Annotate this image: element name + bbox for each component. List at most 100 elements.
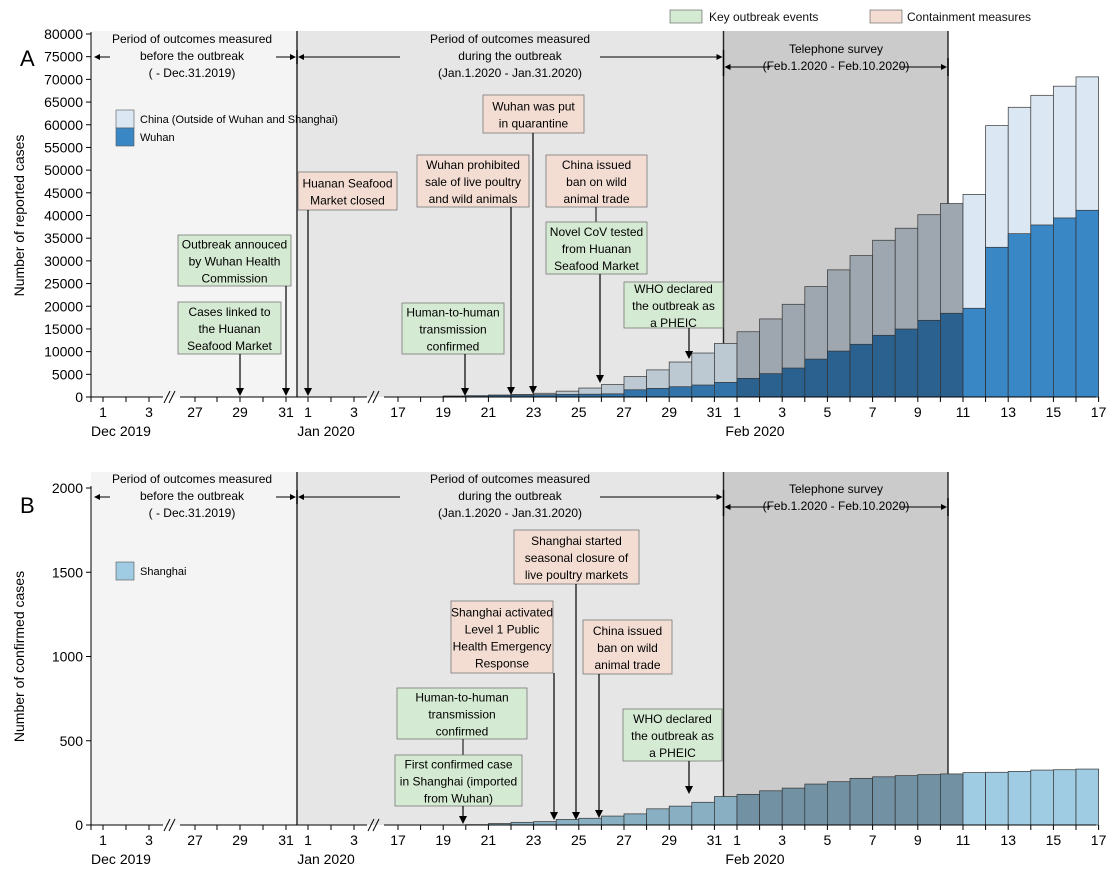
legend-label: Shanghai: [140, 566, 187, 578]
x-tick-label: 13: [1000, 404, 1016, 420]
x-tick-label: 11: [956, 404, 971, 420]
x-tick-label: 1: [99, 832, 107, 848]
annotation-text: animal trade: [594, 658, 660, 672]
event-box: [177, 301, 282, 355]
y-tick-label: 60000: [44, 117, 83, 133]
annotation-text: ban on wild: [566, 175, 627, 189]
annotation-text: confirmed: [427, 340, 480, 354]
arrow-head: [941, 504, 947, 510]
month-label: Jan 2020: [297, 851, 355, 867]
axis-break: [367, 390, 375, 404]
bar-shanghai: [985, 771, 1009, 826]
annotation-text: sale of live poultry: [425, 175, 521, 189]
x-tick-label: 25: [571, 404, 587, 420]
key-events-swatch: [669, 9, 703, 24]
x-tick-label: 27: [187, 404, 203, 420]
annotation-text: Human-to-human: [406, 306, 499, 320]
top-legend: Key outbreak events Containment measures: [669, 9, 1031, 24]
arrow-head: [685, 351, 693, 359]
y-tick-label: 80000: [44, 26, 83, 42]
annotation-text: Cases linked to: [188, 305, 270, 319]
annotation-text: First confirmed case: [404, 758, 512, 772]
annotation-text: from Wuhan): [424, 792, 493, 806]
bar-wuhan: [827, 350, 851, 398]
y-tick-label: 30000: [44, 253, 83, 269]
axis-break: [367, 818, 375, 832]
bar-shanghai: [940, 773, 964, 826]
x-tick-label: 29: [232, 404, 248, 420]
bar-wuhan: [781, 367, 806, 398]
annotation-text: from Huanan: [562, 242, 631, 256]
arrow-head: [685, 786, 693, 794]
annotation-text: a PHEIC: [649, 746, 696, 760]
x-tick-label: 23: [526, 404, 542, 420]
month-label: Feb 2020: [725, 851, 784, 867]
bar-shanghai: [623, 813, 647, 826]
annotation-text: Shanghai started: [531, 534, 622, 548]
x-tick-label: 17: [1091, 404, 1107, 420]
x-tick-label: 3: [778, 832, 786, 848]
y-tick-label: 25000: [44, 276, 83, 292]
arrow-head: [459, 816, 467, 824]
x-tick-label: 21: [481, 832, 497, 848]
annotation-text: WHO declared: [633, 712, 712, 726]
y-tick-label: 65000: [44, 94, 83, 110]
containment-box: [582, 619, 673, 675]
event-box: [623, 281, 724, 329]
bar-wuhan: [1030, 224, 1054, 398]
x-tick-label: 1: [733, 404, 741, 420]
arrow-head: [572, 812, 580, 820]
x-tick-label: 5: [824, 404, 832, 420]
period-survey-label: (Feb.1.2020 - Feb.10.2020): [763, 59, 910, 73]
annotation-text: the outbreak as: [632, 299, 715, 313]
arrow-head: [298, 54, 304, 60]
annotation-text: China issued: [562, 158, 631, 172]
arrow-head: [461, 388, 469, 396]
arrow-head: [724, 504, 731, 510]
y-tick-label: 15000: [44, 321, 83, 337]
annotation-text: Human-to-human: [415, 691, 508, 705]
x-tick-label: 27: [616, 404, 632, 420]
annotation-text: Response: [475, 657, 529, 671]
annotation-text: Seafood Market: [187, 339, 272, 353]
axis-break: [163, 390, 171, 404]
bar-shanghai: [1030, 769, 1054, 826]
annotation-text: Health Emergency: [453, 640, 552, 654]
y-axis-label: Number of reported cases: [11, 135, 27, 297]
annotation-text: by Wuhan Health: [189, 255, 281, 269]
y-tick-label: 50000: [44, 162, 83, 178]
panel-label: B: [20, 493, 35, 518]
x-tick-label: 31: [707, 832, 723, 848]
annotation-text: ban on wild: [597, 641, 658, 655]
x-tick-label: 1: [304, 832, 312, 848]
period-during-label: Period of outcomes measured: [430, 472, 590, 486]
bar-shanghai: [962, 772, 986, 826]
bar-wuhan: [668, 386, 693, 398]
bar-wuhan: [894, 328, 919, 398]
bar-shanghai: [804, 783, 828, 826]
arrow-head: [716, 494, 723, 500]
annotation-text: Shanghai activated: [451, 606, 553, 620]
bar-shanghai: [1007, 771, 1032, 826]
bar-shanghai: [601, 815, 625, 826]
containment-box: [545, 154, 648, 208]
arrow-head: [290, 494, 296, 500]
arrow-head: [596, 375, 604, 383]
x-tick-label: 27: [187, 832, 203, 848]
arrow-head: [298, 494, 304, 500]
bar-shanghai: [1075, 768, 1099, 826]
y-tick-label: 55000: [44, 139, 83, 155]
x-tick-label: 1: [733, 832, 741, 848]
annotation-text: live poultry markets: [525, 568, 628, 582]
month-label: Dec 2019: [91, 851, 151, 867]
x-tick-label: 21: [481, 404, 497, 420]
bar-shanghai: [691, 801, 715, 826]
legend-swatch: [115, 109, 135, 129]
annotation-text: Novel CoV tested: [550, 225, 643, 239]
event-box: [396, 687, 528, 740]
bar-shanghai: [736, 793, 760, 826]
arrow-head: [595, 810, 603, 818]
x-tick-label: 17: [390, 404, 406, 420]
bar-wuhan: [804, 358, 828, 398]
containment-box: [297, 171, 398, 211]
